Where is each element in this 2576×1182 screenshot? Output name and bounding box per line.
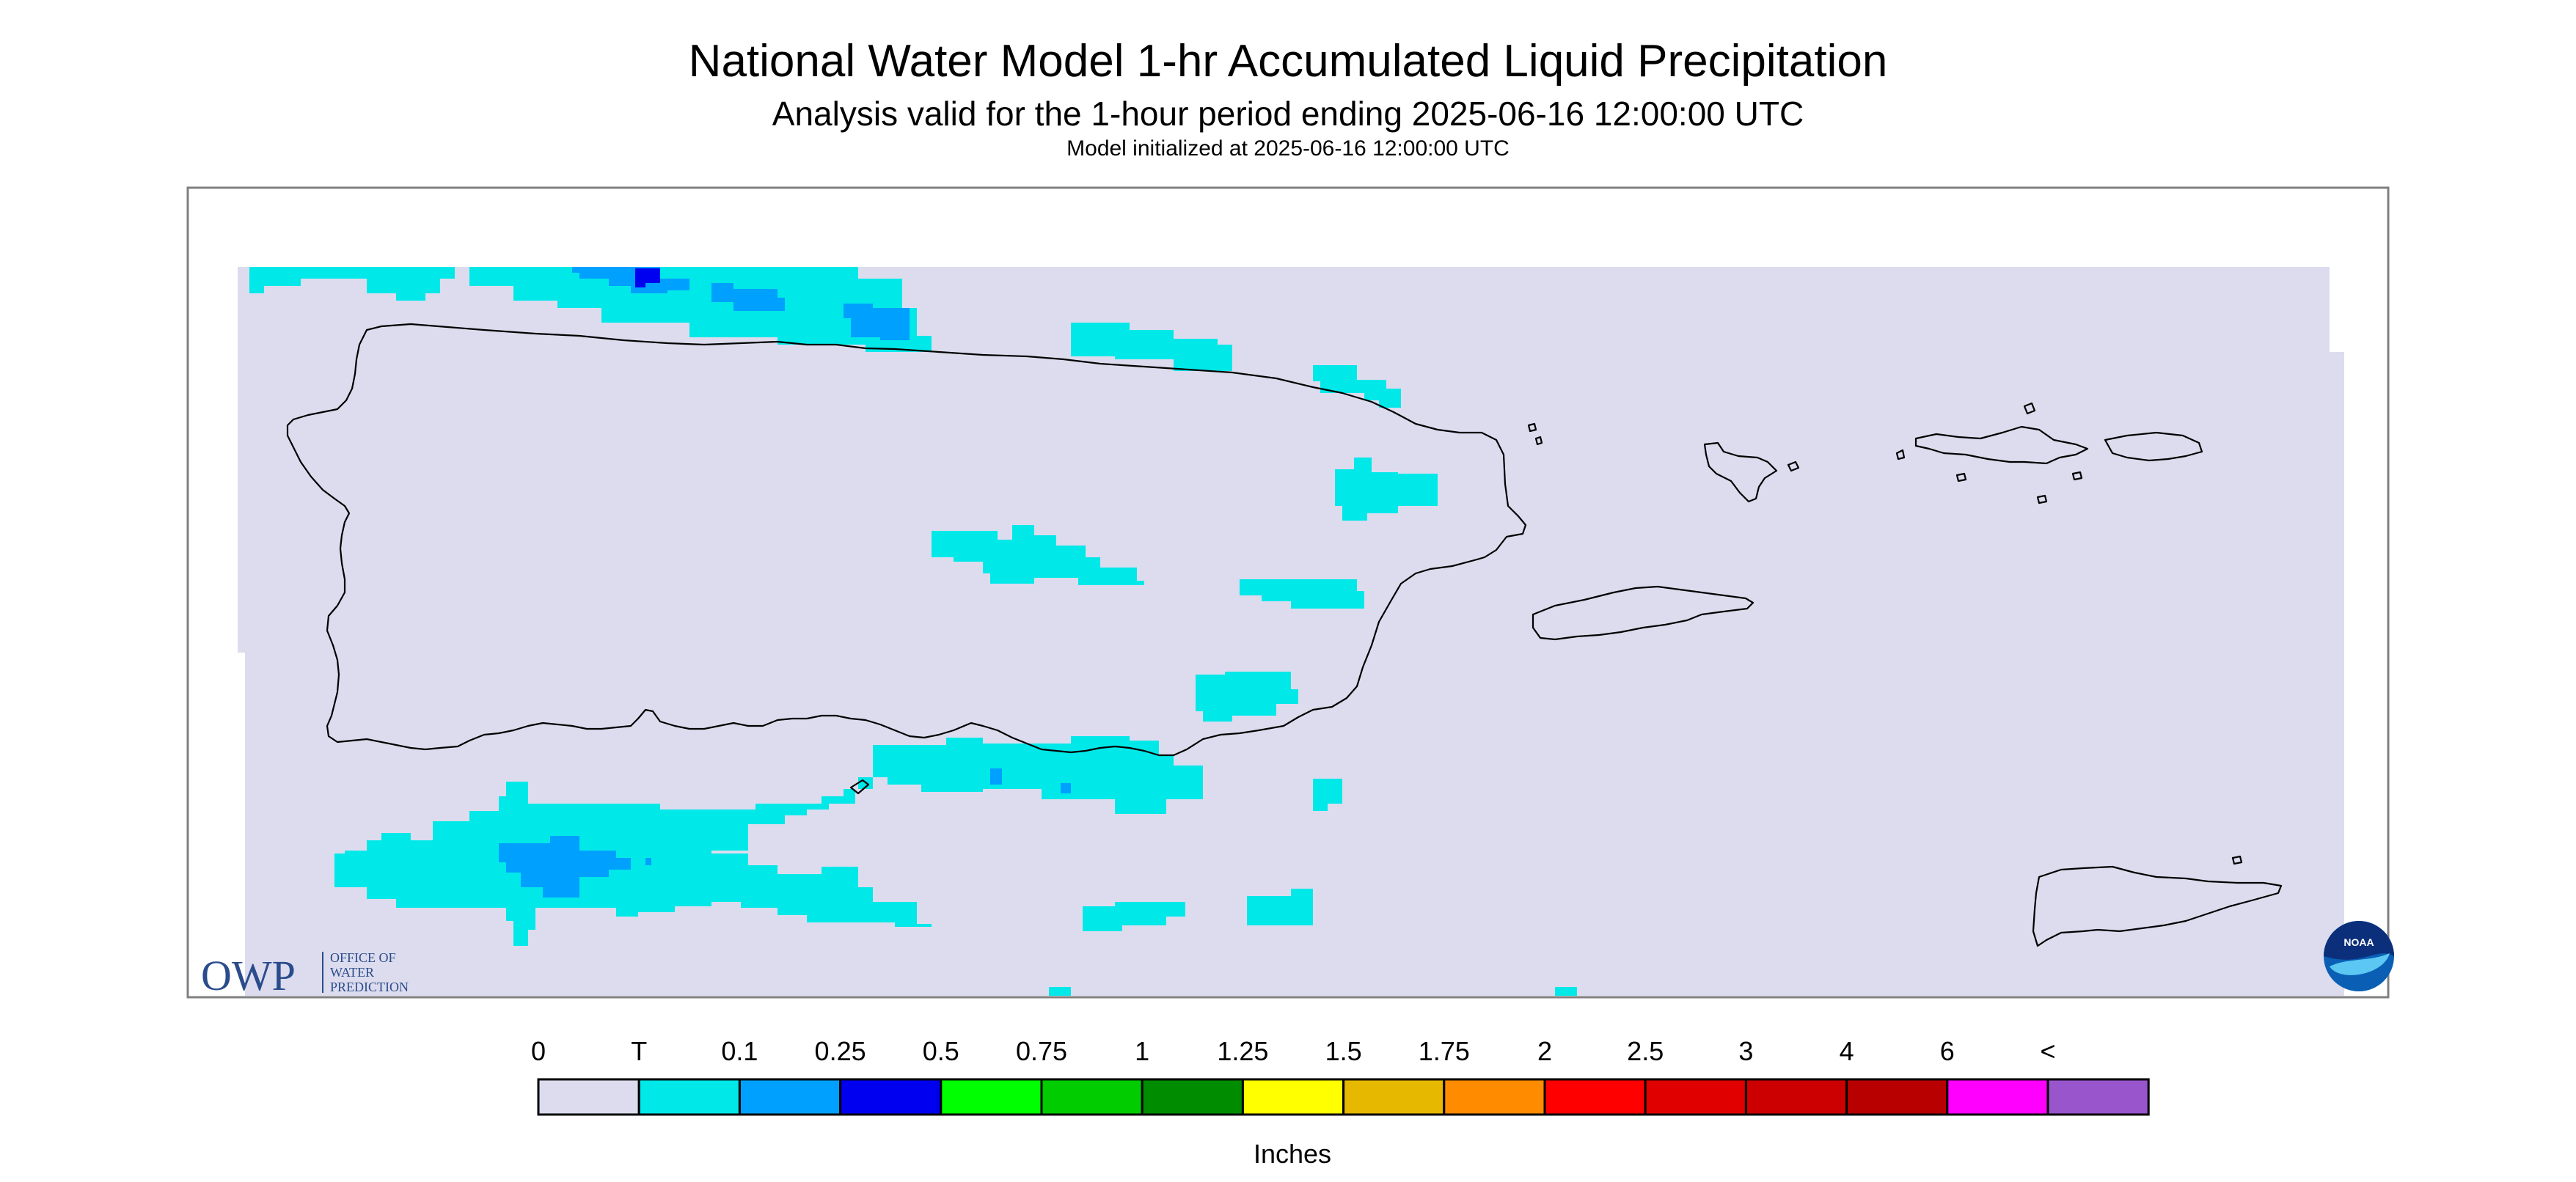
- owp-logo-mark: OWP: [201, 952, 296, 999]
- islet-9: [2231, 855, 2243, 865]
- legend-swatch: [940, 1078, 1043, 1116]
- legend-swatch: [1946, 1078, 2049, 1116]
- legend-swatch: [1644, 1078, 1747, 1116]
- legend-tick-label: <: [2040, 1036, 2055, 1066]
- precip-moderate-areas: [635, 268, 660, 287]
- legend-swatch: [637, 1078, 741, 1116]
- islet-4: [1895, 449, 1906, 460]
- legend-swatch: [738, 1078, 842, 1116]
- legend-tick-label: 0.25: [815, 1036, 866, 1066]
- islet-10: [849, 779, 870, 795]
- legend-tick-label: 3: [1738, 1036, 1753, 1066]
- page-subtitle: Analysis valid for the 1-hour period end…: [772, 95, 1804, 133]
- legend-tick-label: 1: [1135, 1036, 1149, 1066]
- legend-swatch: [1744, 1078, 1848, 1116]
- legend-unit-label: Inches: [1254, 1139, 1331, 1169]
- legend-swatch: [1443, 1078, 1546, 1116]
- islet-6: [2023, 402, 2036, 415]
- st-croix-outline: [2032, 865, 2283, 947]
- islet-8: [2036, 494, 2048, 504]
- legend-swatch: [1040, 1078, 1144, 1116]
- st-thomas-outline: [1914, 425, 2089, 465]
- coastlines: [286, 323, 2283, 947]
- legend-tick-label: T: [631, 1036, 647, 1066]
- legend-tick-label: 0.1: [721, 1036, 758, 1066]
- noaa-logo: NOAA: [2324, 921, 2394, 991]
- owp-logo: OWP OFFICE OF WATER PREDICTION: [201, 950, 409, 999]
- noaa-logo-text: NOAA: [2343, 936, 2374, 948]
- legend-tick-label: 2: [1537, 1036, 1552, 1066]
- islet-5: [1955, 472, 1967, 482]
- st-john-outline: [2104, 431, 2203, 462]
- legend-tick-label: 6: [1940, 1036, 1955, 1066]
- precip-trace-areas: [238, 267, 1577, 996]
- legend-tick-label: 0: [531, 1036, 546, 1066]
- legend-swatch: [1543, 1078, 1647, 1116]
- legend-swatch: [839, 1078, 943, 1116]
- legend-swatch: [1141, 1078, 1244, 1116]
- legend-swatch: [537, 1078, 640, 1116]
- page-title: National Water Model 1-hr Accumulated Li…: [688, 36, 1888, 87]
- culebra-outline: [1703, 441, 1778, 503]
- vieques-outline: [1532, 585, 1754, 641]
- legend-tick-label: 4: [1840, 1036, 1854, 1066]
- legend-tick-label: 1.75: [1419, 1036, 1470, 1066]
- islet-7: [2071, 471, 2083, 481]
- owp-logo-line1: OFFICE OF: [330, 950, 396, 965]
- legend-swatch: [1845, 1078, 1949, 1116]
- legend-tick-label: 2.5: [1627, 1036, 1664, 1066]
- islet-3: [1787, 460, 1800, 472]
- owp-logo-line2: WATER: [330, 965, 374, 980]
- precip-light-areas: [499, 267, 1071, 897]
- legend-swatch: [1342, 1078, 1446, 1116]
- legend-tick-label: 1.5: [1325, 1036, 1362, 1066]
- owp-logo-line3: PREDICTION: [330, 980, 409, 994]
- init-note: Model initialized at 2025-06-16 12:00:00…: [1066, 136, 1510, 161]
- legend-tick-label: 0.5: [923, 1036, 959, 1066]
- legend-swatch: [1241, 1078, 1345, 1116]
- legend-tick-label: 1.25: [1217, 1036, 1268, 1066]
- legend-tick-label: 0.75: [1016, 1036, 1067, 1066]
- puerto-rico-outline: [286, 323, 1527, 757]
- legend-swatch: [2046, 1078, 2150, 1116]
- islet-1: [1527, 422, 1537, 433]
- islet-2: [1534, 436, 1543, 446]
